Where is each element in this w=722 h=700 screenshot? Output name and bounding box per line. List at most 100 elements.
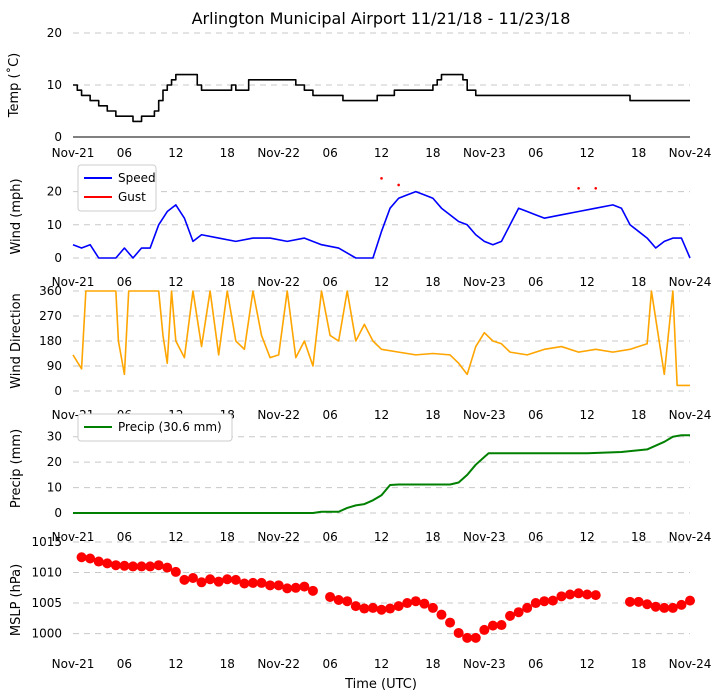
mslp-point: [179, 574, 190, 585]
gust-point: [397, 183, 400, 187]
mslp-point: [402, 598, 413, 609]
legend-label: Precip (30.6 mm): [118, 420, 222, 434]
legend-label: Gust: [118, 190, 146, 204]
y-tick-label: 360: [39, 284, 62, 298]
x-tick-label: 06: [528, 408, 543, 422]
mslp-point: [505, 610, 516, 621]
y-tick-label: 1000: [31, 627, 62, 641]
x-tick-label: Nov-22: [257, 408, 300, 422]
x-tick-label: Nov-23: [463, 657, 506, 671]
y-tick-label: 10: [47, 218, 62, 232]
y-tick-label: 0: [54, 130, 62, 144]
y-tick-label: 20: [47, 185, 62, 199]
mslp-point: [410, 596, 421, 607]
x-axis-label: Time (UTC): [344, 677, 417, 692]
panel-wind_direction: 090180270360Nov-21061218Nov-22061218Nov-…: [9, 284, 711, 422]
panels: 0 10 20 Nov-21 06 12 18 Nov-22 06 12 18 Nov-23 06 12 1…: [6, 26, 711, 671]
mslp-point: [625, 596, 636, 607]
y-tick-label: 1015: [31, 535, 62, 549]
x-tick-label: 18: [425, 146, 440, 160]
mslp-point: [479, 624, 490, 635]
x-tick-label: 06: [528, 657, 543, 671]
x-tick-label: 12: [374, 408, 389, 422]
y-tick-label: 20: [47, 455, 62, 469]
y-tick-label: 270: [39, 309, 62, 323]
mslp-point: [119, 560, 130, 571]
mslp-point: [547, 595, 558, 606]
temperature-line: [73, 73, 690, 123]
mslp-point: [667, 602, 678, 613]
y-tick-label: 90: [47, 359, 62, 373]
mslp-point: [565, 589, 576, 600]
mslp-point: [247, 577, 258, 588]
mslp-point: [290, 582, 301, 593]
mslp-point: [376, 604, 387, 615]
x-tick-label: 06: [322, 146, 337, 160]
x-tick-label: 06: [117, 530, 132, 544]
x-tick-label: Nov-24: [669, 275, 712, 289]
mslp-point: [436, 609, 447, 620]
mslp-point: [419, 598, 430, 609]
mslp-point: [273, 580, 284, 591]
mslp-point: [333, 595, 344, 605]
mslp-point: [170, 566, 181, 577]
x-tick-label: 18: [631, 146, 646, 160]
mslp-point: [307, 585, 318, 596]
x-tick-label: 12: [580, 530, 595, 544]
x-tick-label: 06: [322, 530, 337, 544]
y-tick-label: 0: [54, 384, 62, 398]
x-tick-label: 18: [631, 275, 646, 289]
mslp-point: [153, 560, 164, 571]
x-tick-label: 18: [220, 275, 235, 289]
x-tick-label: Nov-23: [463, 408, 506, 422]
mslp-point: [496, 620, 507, 631]
x-tick-label: 06: [322, 657, 337, 671]
y-tick-label: 10: [47, 481, 62, 495]
x-tick-label: 12: [168, 146, 183, 160]
x-tick-label: 12: [168, 657, 183, 671]
gust-point: [577, 186, 580, 190]
y-axis-label: Wind Direction: [9, 293, 24, 389]
x-tick-label: Nov-22: [257, 530, 300, 544]
mslp-point: [522, 602, 533, 613]
mslp-point: [162, 562, 173, 573]
mslp-point: [299, 581, 310, 592]
mslp-point: [367, 602, 378, 613]
x-tick-label: Nov-22: [257, 657, 300, 671]
mslp-point: [85, 553, 96, 564]
x-tick-label: Nov-23: [463, 146, 506, 160]
mslp-point: [187, 573, 198, 584]
x-tick-label: Nov-21: [52, 146, 95, 160]
x-tick-label: 12: [168, 530, 183, 544]
mslp-point: [513, 607, 524, 618]
mslp-point: [539, 596, 550, 607]
mslp-point: [102, 558, 113, 569]
x-tick-label: 12: [580, 146, 595, 160]
y-tick-label: 1010: [31, 566, 62, 580]
mslp-point: [76, 552, 87, 563]
x-tick-label: Nov-24: [669, 146, 712, 160]
x-tick-label: 18: [631, 530, 646, 544]
x-tick-label: 18: [425, 275, 440, 289]
mslp-point: [196, 577, 207, 588]
y-axis-label: Temp (˚C): [6, 53, 22, 119]
y-tick-label: 20: [47, 26, 62, 40]
legend-box: [77, 164, 157, 212]
mslp-point: [110, 560, 121, 571]
mslp-point: [385, 603, 396, 614]
x-tick-label: Nov-22: [257, 146, 300, 160]
mslp-point: [556, 591, 567, 602]
mslp-point: [427, 602, 438, 613]
y-tick-label: 1005: [31, 596, 62, 610]
panel-precipitation: 0 10 20 30 Nov-21 06 12 18 Nov-22 06 12 18 Nov-23 06 1…: [9, 413, 711, 544]
mslp-point: [282, 583, 293, 594]
x-tick-label: 18: [425, 530, 440, 544]
mslp-point: [530, 598, 541, 609]
x-tick-label: 18: [425, 408, 440, 422]
x-tick-label: 12: [374, 275, 389, 289]
y-axis-label: Precip (mm): [9, 429, 24, 508]
y-tick-label: 0: [54, 251, 62, 265]
mslp-point: [642, 599, 653, 610]
mslp-point: [470, 632, 481, 643]
x-tick-label: 12: [580, 275, 595, 289]
